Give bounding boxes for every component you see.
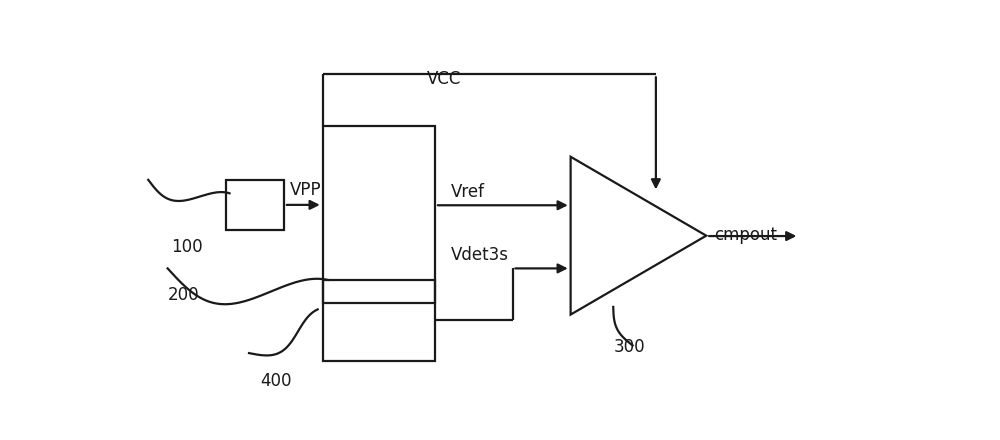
Text: VCC: VCC (427, 70, 462, 88)
Text: cmpout: cmpout (714, 226, 777, 243)
Text: 400: 400 (261, 372, 292, 390)
Bar (323, 126, 435, 303)
Text: 100: 100 (172, 238, 203, 256)
Text: 200: 200 (168, 286, 199, 304)
Text: 300: 300 (613, 338, 645, 356)
Bar (323, 280, 435, 361)
Text: VPP: VPP (290, 181, 322, 199)
Bar (226, 180, 284, 230)
Text: Vdet3s: Vdet3s (450, 246, 509, 264)
Text: Vref: Vref (450, 183, 484, 201)
